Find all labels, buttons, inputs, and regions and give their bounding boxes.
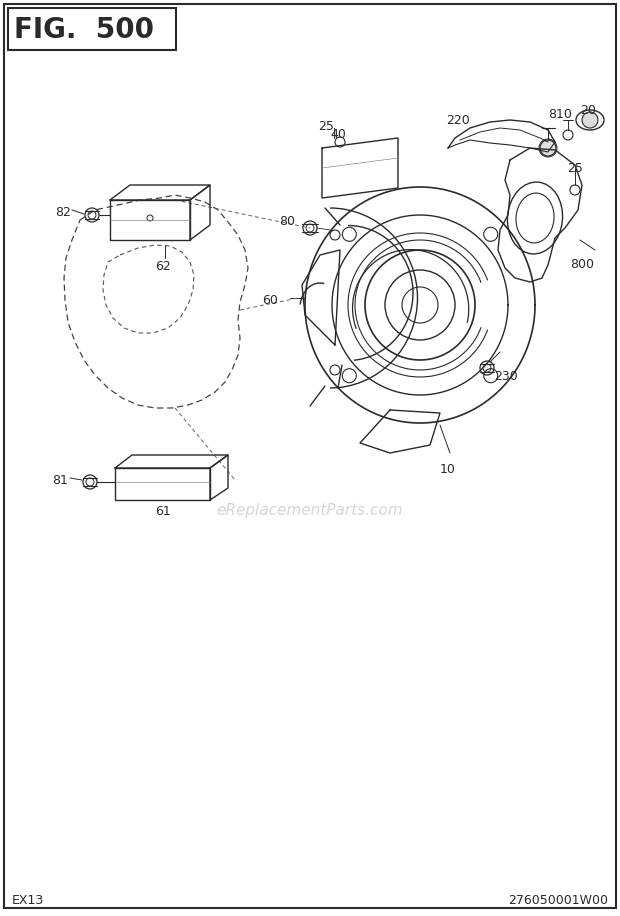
Text: 10: 10 [440,463,456,476]
Text: eReplacementParts.com: eReplacementParts.com [216,503,404,518]
Circle shape [582,112,598,128]
Text: 61: 61 [155,505,170,518]
Text: 20: 20 [580,104,596,117]
Text: 80: 80 [279,215,295,228]
Text: 62: 62 [155,260,170,273]
Text: 810: 810 [548,108,572,121]
Text: 82: 82 [55,206,71,219]
Text: 276050001W00: 276050001W00 [508,893,608,907]
Text: EX13: EX13 [12,893,44,907]
Text: 81: 81 [52,474,68,487]
Text: 25: 25 [567,162,583,175]
Text: FIG.  500: FIG. 500 [14,16,154,44]
Text: 60: 60 [262,294,278,307]
Text: 220: 220 [446,114,470,127]
Text: 40: 40 [330,128,346,141]
Text: 25: 25 [318,120,334,133]
Text: 800: 800 [570,258,594,271]
Text: 230: 230 [494,370,518,383]
Circle shape [540,140,556,156]
Bar [8,8,176,50]
